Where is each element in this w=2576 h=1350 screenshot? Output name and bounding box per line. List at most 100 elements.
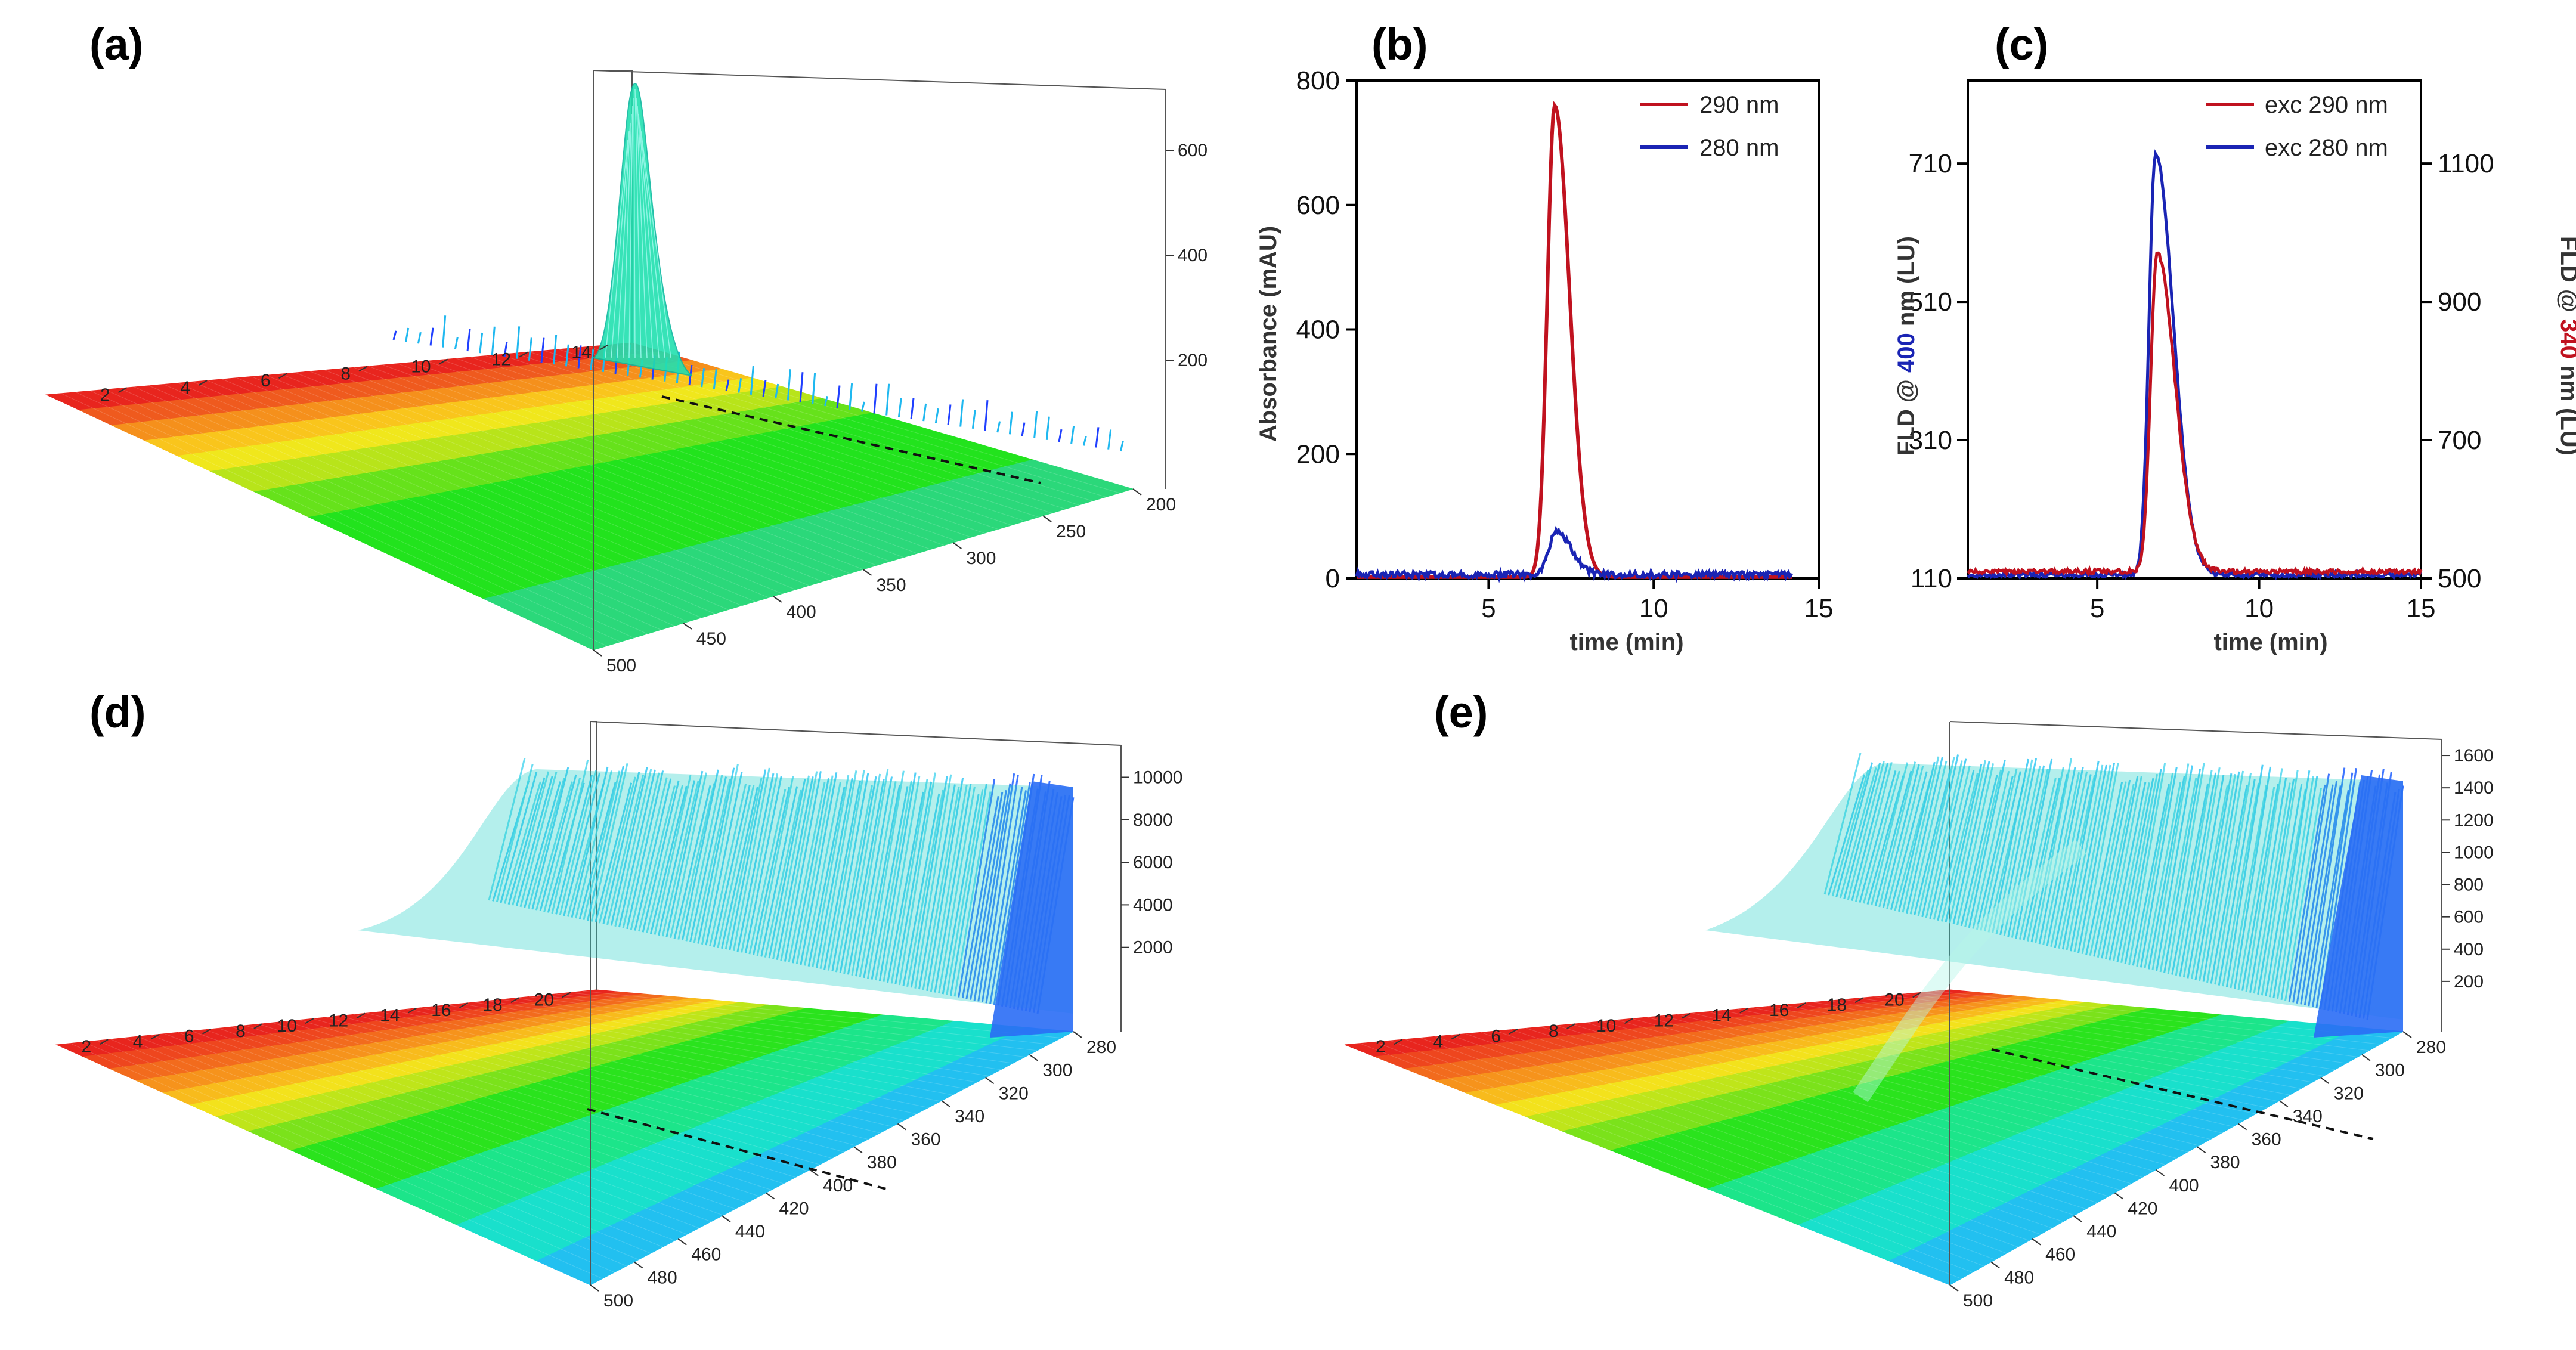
ridge-strand — [835, 785, 873, 973]
wavelength-tick-mark — [2114, 1192, 2123, 1200]
noise-spike — [1107, 429, 1112, 450]
ridge-strand — [2116, 778, 2154, 962]
ridge-strand — [949, 784, 987, 996]
ridge-strand — [788, 782, 826, 963]
ridge-strand — [638, 785, 676, 932]
wavelength-tick-mark — [2320, 1077, 2330, 1085]
ridge-strand — [697, 767, 735, 944]
floor-gridline — [456, 358, 971, 538]
noise-spike — [516, 326, 521, 359]
ridge-strand — [732, 767, 770, 952]
noise-spike — [1095, 427, 1100, 448]
floor-gridline — [151, 1035, 675, 1241]
ridge-strand — [1878, 761, 1916, 908]
panel-e: 2 4 6 8 10 12 14 16 18 20 500 480 460 440 420 400 380 360… — [1288, 680, 2576, 1350]
floor-gridline — [1692, 1012, 2211, 1140]
wavelength-tick-label: 360 — [2252, 1130, 2281, 1150]
floor-gridline — [441, 359, 958, 542]
wavelength-tick-mark — [2361, 1054, 2371, 1061]
ridge-strand — [519, 772, 558, 908]
floor-gridline — [394, 1010, 893, 1127]
y-tick-label-right: 700 — [2438, 426, 2481, 455]
ridge-strand — [2190, 785, 2228, 980]
floor-gridline — [380, 1011, 881, 1134]
ridge-strand — [665, 770, 704, 937]
noise-spike — [1082, 436, 1087, 446]
ridge-strand — [642, 780, 680, 933]
floor-gridline — [434, 1006, 929, 1108]
ridge-strand — [2210, 785, 2248, 984]
x-tick-label: 5 — [2090, 594, 2104, 623]
wavelength-tick-mark — [2032, 1238, 2041, 1246]
wavelength-tick-mark — [941, 1100, 950, 1107]
ridge-strand — [823, 780, 862, 970]
floor-gridline — [485, 355, 998, 530]
ridge-strand — [2104, 776, 2142, 960]
time-tick-label: 12 — [491, 349, 511, 369]
time-tick-mark — [358, 366, 368, 372]
peak-contour — [611, 131, 630, 358]
ridge-strand — [780, 771, 818, 961]
ridge-strand — [2237, 787, 2275, 990]
floor-gridline — [500, 354, 1012, 526]
time-tick-mark — [198, 380, 208, 386]
x-axis-label-c: time (min) — [2213, 629, 2327, 655]
ridge-strand — [646, 784, 684, 934]
floor-gridline — [1828, 1000, 2313, 1083]
noise-spike — [479, 332, 484, 354]
peak-mark — [591, 82, 692, 376]
ridge-strand — [989, 790, 1027, 1004]
ridge-strand — [910, 776, 948, 988]
ridge-strand — [914, 774, 952, 989]
wavelength-tick-mark — [862, 569, 872, 576]
dashed-guide — [661, 395, 1041, 484]
wavelength-tick-mark — [1132, 488, 1142, 496]
wavelength-tick-mark — [2073, 1215, 2082, 1222]
noise-spike — [466, 329, 471, 352]
ridge-strand — [807, 787, 846, 967]
wavelength-tick-label: 340 — [2293, 1107, 2323, 1126]
time-tick-label: 18 — [482, 995, 502, 1015]
floor-gridline — [137, 1036, 663, 1247]
ridge-strand — [973, 783, 1011, 1001]
floor-gridline — [97, 1040, 627, 1267]
time-tick-label: 10 — [277, 1016, 297, 1036]
wavelength-tick-mark — [683, 623, 692, 630]
ridge-strand — [500, 772, 538, 903]
wavelength-tick-mark — [853, 1146, 863, 1153]
panel-a: 2 4 6 8 10 12 14 500 450 400 350 300 250 200 200 400 600… — [0, 0, 1222, 680]
floor-gridline — [339, 369, 863, 570]
noise-spike — [922, 403, 927, 422]
ridge-strand — [752, 787, 790, 955]
floor-gridline — [123, 1038, 651, 1254]
ridge-strand — [1866, 775, 1905, 905]
floor-gridline — [312, 1018, 820, 1165]
ridge-strand — [2225, 764, 2264, 987]
wavelength-tick-mark — [1029, 1054, 1038, 1061]
ridge-slope — [1705, 763, 2403, 1020]
ridge-strand — [2179, 772, 2217, 977]
ridge-strand — [622, 772, 660, 928]
ridge-strand — [827, 769, 865, 971]
ridge-strand — [559, 770, 597, 915]
ridge-strand — [744, 776, 782, 954]
ridge-strand — [634, 778, 672, 931]
ridge-strand — [1940, 773, 1979, 922]
time-tick-label: 14 — [1711, 1006, 1731, 1026]
y-axis-label-right-c: FLD @ 340 nm (LU) — [2556, 236, 2576, 456]
ridge-strand — [2272, 770, 2311, 998]
time-tick-mark — [253, 1023, 263, 1029]
ridge-strand — [965, 791, 1004, 999]
wavelength-tick-mark — [634, 1261, 643, 1269]
peak-contour — [628, 106, 633, 358]
ridge-strand — [677, 783, 716, 940]
ridge-strand — [2276, 776, 2314, 999]
ridge-strand — [2311, 789, 2349, 1008]
wavelength-tick-label: 460 — [691, 1245, 721, 1265]
time-tick-label: 16 — [431, 1001, 451, 1020]
ridge-strand — [2120, 773, 2159, 964]
noise-spike — [491, 326, 496, 355]
floor-gridline — [1496, 1030, 2064, 1222]
ridge-strand — [851, 769, 889, 976]
ridge-strand — [2112, 782, 2150, 962]
